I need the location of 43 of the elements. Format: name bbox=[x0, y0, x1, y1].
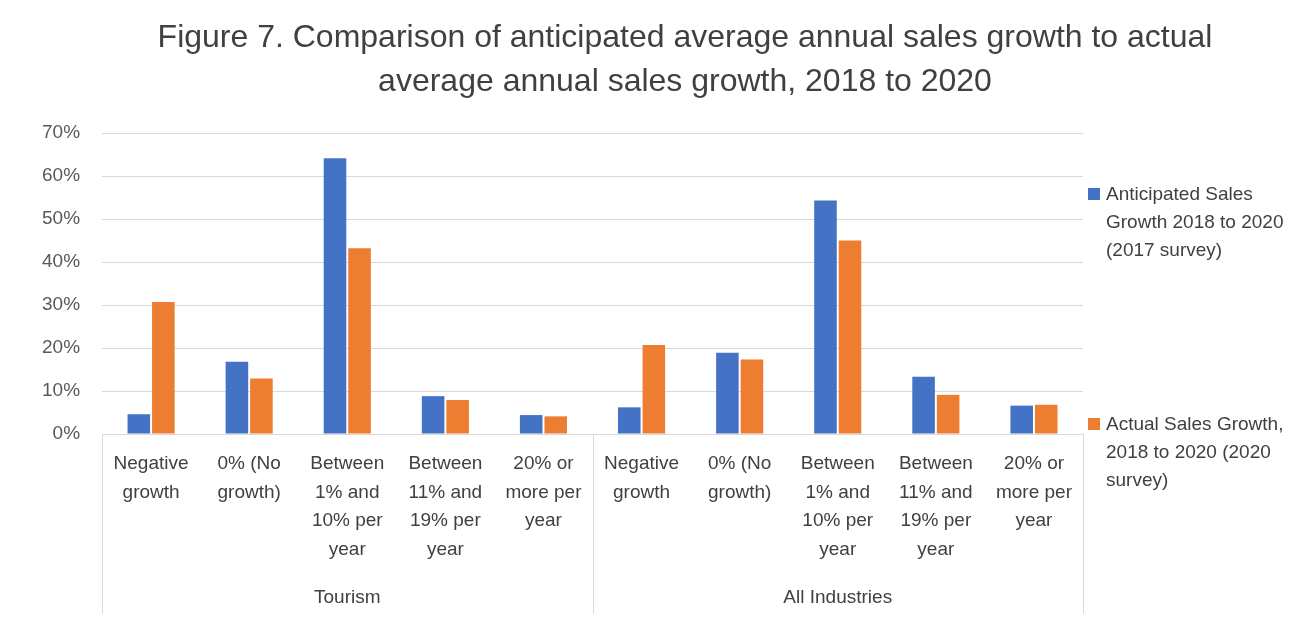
text: Tourism bbox=[314, 586, 381, 608]
bar bbox=[642, 344, 666, 434]
bar bbox=[225, 361, 249, 434]
bar bbox=[716, 352, 739, 434]
bar bbox=[618, 407, 641, 434]
x-tick-label: Negative growth bbox=[604, 452, 680, 502]
bar bbox=[838, 240, 862, 434]
y-tick-label: 40% bbox=[42, 250, 81, 272]
y-tick-label: 50% bbox=[42, 207, 81, 229]
bar bbox=[544, 416, 568, 434]
y-tick-label: 30% bbox=[42, 293, 81, 315]
bar bbox=[912, 376, 935, 434]
x-tick-label: Negative growth bbox=[113, 452, 189, 502]
legend-label: Actual Sales Growth, 2018 to 2020 (2020 survey) bbox=[1106, 413, 1284, 490]
x-tick-label: Between 11% and 19% per year bbox=[898, 452, 973, 559]
y-tick-label: 70% bbox=[42, 121, 81, 143]
x-tick-label: Between 11% and 19% per year bbox=[408, 452, 483, 559]
x-tick-label: 20% or more per year bbox=[505, 452, 583, 531]
text: All Industries bbox=[783, 586, 893, 608]
bar bbox=[250, 378, 273, 434]
x-tick-label: 0% (No growth) bbox=[707, 452, 772, 502]
y-tick-label: 60% bbox=[42, 164, 81, 186]
bar bbox=[814, 200, 837, 434]
bar bbox=[323, 158, 347, 434]
bar bbox=[740, 359, 764, 434]
y-tick-label: 0% bbox=[52, 422, 81, 444]
bar bbox=[127, 414, 151, 434]
bar bbox=[421, 396, 445, 434]
x-tick-label: 0% (No growth) bbox=[217, 452, 281, 502]
chart-title: Figure 7. Comparison of anticipated average annual sales growth to actual average annual sales growth, 2018 to 2020 bbox=[156, 17, 1214, 100]
bar bbox=[1010, 405, 1033, 434]
y-tick-label: 20% bbox=[42, 336, 81, 358]
x-tick-label: 20% or more per year bbox=[995, 452, 1073, 531]
y-tick-label: 10% bbox=[42, 379, 81, 401]
bar bbox=[348, 248, 371, 434]
bar bbox=[519, 415, 543, 434]
x-tick-label: Between 1% and 10% per year bbox=[800, 452, 875, 559]
legend-label: Anticipated Sales Growth 2018 to 2020 (2017 survey) bbox=[1106, 183, 1284, 260]
x-tick-label: Between 1% and 10% per year bbox=[310, 452, 385, 559]
bar bbox=[1034, 404, 1058, 434]
bar bbox=[152, 301, 175, 434]
bar bbox=[446, 400, 469, 434]
bar bbox=[936, 394, 960, 434]
